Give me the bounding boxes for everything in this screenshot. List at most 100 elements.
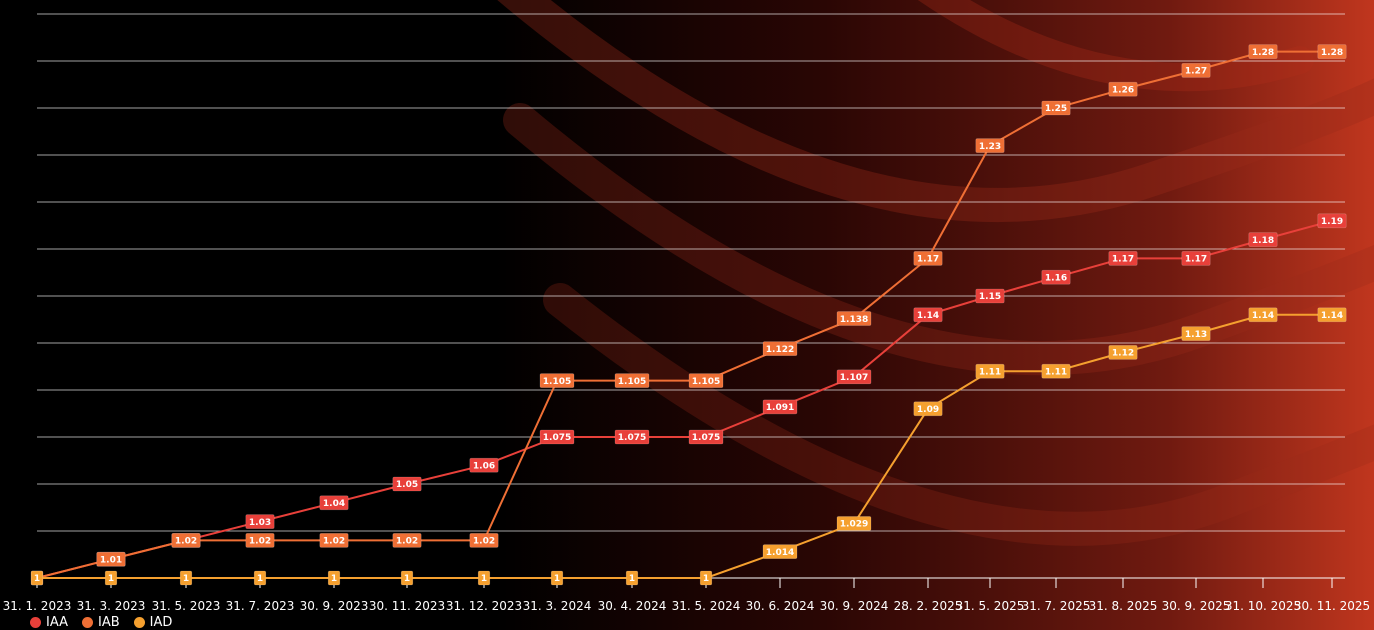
- data-point[interactable]: [1317, 44, 1347, 59]
- data-point[interactable]: [762, 399, 798, 415]
- data-label: 1.02: [175, 537, 197, 547]
- data-point[interactable]: [614, 429, 650, 445]
- data-point[interactable]: [469, 533, 499, 548]
- data-label: 1.16: [1045, 273, 1067, 283]
- x-tick-label: 31. 3. 2023: [77, 599, 146, 613]
- data-point[interactable]: [1248, 307, 1278, 323]
- data-point[interactable]: [104, 570, 118, 586]
- data-point[interactable]: [1317, 213, 1347, 229]
- x-tick-label: 30. 9. 2024: [820, 599, 889, 613]
- data-label: 1.26: [1112, 85, 1134, 95]
- legend-marker-iad: [133, 617, 145, 628]
- data-label: 1.28: [1321, 48, 1343, 58]
- legend-item-iaa[interactable]: IAA: [30, 615, 68, 630]
- data-point[interactable]: [836, 516, 872, 531]
- legend-label-iaa: IAA: [46, 615, 68, 630]
- data-point[interactable]: [392, 533, 422, 548]
- data-label: 1.138: [840, 315, 868, 325]
- data-point[interactable]: [1181, 251, 1211, 266]
- data-point[interactable]: [699, 570, 713, 586]
- legend-marker-iab: [81, 617, 93, 628]
- data-label: 1.105: [618, 377, 646, 387]
- data-point[interactable]: [539, 373, 575, 388]
- x-tick-label: 31. 7. 2023: [226, 599, 295, 613]
- data-point[interactable]: [762, 341, 798, 356]
- data-point[interactable]: [171, 533, 201, 548]
- data-label: 1.19: [1321, 217, 1343, 227]
- data-point[interactable]: [1041, 269, 1071, 285]
- series-iad: 1 1 1 1 1 1 1 1 1 1 1.014 1.029 1.09 1.11 1.11 1.12 1.13…: [30, 307, 1347, 586]
- data-label: 1.02: [323, 537, 345, 547]
- data-label: 1.14: [1252, 311, 1274, 321]
- data-point[interactable]: [96, 551, 126, 567]
- data-point[interactable]: [1181, 63, 1211, 78]
- data-label: 1.14: [917, 311, 939, 321]
- data-label: 1.107: [840, 373, 868, 383]
- data-label: 1.075: [618, 433, 646, 443]
- x-tick-label: 31. 10. 2025: [1225, 599, 1301, 613]
- x-tick-label: 30. 9. 2023: [300, 599, 369, 613]
- data-label: 1.01: [100, 555, 122, 565]
- data-label: 1.014: [766, 548, 794, 558]
- data-point[interactable]: [1248, 232, 1278, 247]
- data-point[interactable]: [1108, 251, 1138, 266]
- data-point[interactable]: [253, 570, 267, 586]
- data-label: 1.27: [1185, 67, 1207, 77]
- data-point[interactable]: [400, 570, 414, 586]
- data-point[interactable]: [688, 429, 724, 445]
- data-point[interactable]: [1041, 100, 1071, 116]
- data-label: 1: [404, 574, 410, 584]
- data-point[interactable]: [836, 311, 872, 326]
- data-point[interactable]: [392, 476, 422, 492]
- data-point[interactable]: [975, 138, 1005, 153]
- data-label: 1.14: [1321, 311, 1343, 321]
- data-point[interactable]: [469, 457, 499, 473]
- data-label: 1.28: [1252, 48, 1274, 58]
- data-point[interactable]: [913, 307, 943, 323]
- data-point[interactable]: [245, 514, 275, 529]
- data-point[interactable]: [477, 570, 491, 586]
- data-point[interactable]: [836, 369, 872, 385]
- data-point[interactable]: [245, 533, 275, 548]
- data-label: 1.18: [1252, 236, 1274, 246]
- data-label: 1.12: [1112, 349, 1134, 359]
- data-point[interactable]: [625, 570, 639, 586]
- data-point[interactable]: [1248, 44, 1278, 59]
- series-lines: 1 1.01 1.02 1.03 1.04 1.05 1.06 1.075 1.075 1.075…: [30, 44, 1347, 586]
- gridlines: [37, 13, 1345, 532]
- data-point[interactable]: [975, 363, 1005, 379]
- data-point[interactable]: [1041, 363, 1071, 379]
- data-point[interactable]: [319, 495, 349, 511]
- data-label: 1: [108, 574, 114, 584]
- data-point[interactable]: [975, 288, 1005, 304]
- data-point[interactable]: [1181, 326, 1211, 341]
- legend-item-iad[interactable]: IAD: [133, 615, 172, 630]
- data-point[interactable]: [1108, 81, 1138, 97]
- data-point[interactable]: [327, 570, 341, 586]
- x-tick-label: 31. 1. 2023: [3, 599, 72, 613]
- data-point[interactable]: [539, 429, 575, 445]
- data-label: 1.17: [1185, 255, 1207, 265]
- data-point[interactable]: [762, 544, 798, 559]
- data-point[interactable]: [1108, 345, 1138, 360]
- data-label: 1: [481, 574, 487, 584]
- data-point[interactable]: [913, 401, 943, 417]
- data-point[interactable]: [688, 373, 724, 388]
- data-point[interactable]: [30, 570, 44, 586]
- data-label: 1.075: [692, 433, 720, 443]
- data-label: 1.029: [840, 520, 868, 530]
- data-label: 1.15: [979, 292, 1001, 302]
- x-tick-label: 31. 5. 2023: [152, 599, 221, 613]
- data-label: 1.105: [543, 377, 571, 387]
- data-point[interactable]: [1317, 307, 1347, 323]
- data-point[interactable]: [179, 570, 193, 586]
- data-point[interactable]: [319, 533, 349, 548]
- data-point[interactable]: [913, 251, 943, 266]
- data-label: 1: [629, 574, 635, 584]
- x-tick-label: 30. 4. 2024: [598, 599, 667, 613]
- x-tick-label: 31. 5. 2025: [956, 599, 1025, 613]
- legend-item-iab[interactable]: IAB: [81, 615, 120, 630]
- data-point[interactable]: [550, 570, 564, 586]
- x-tick-label: 31. 3. 2024: [523, 599, 592, 613]
- data-point[interactable]: [614, 373, 650, 388]
